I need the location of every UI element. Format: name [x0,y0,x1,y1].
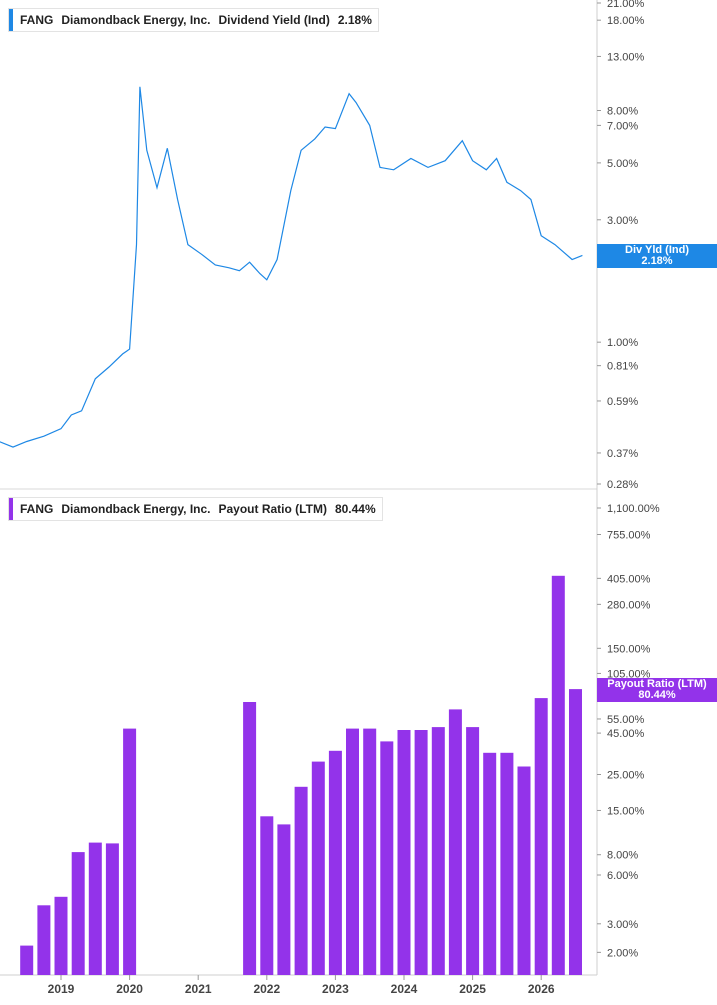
payout-ratio-bar [414,730,428,975]
bottom-legend-metric: Payout Ratio (LTM) [218,502,327,516]
bottom-tag-value: 80.44% [638,689,676,701]
top-y-tick-label: 21.00% [607,0,645,10]
bottom-y-tick-label: 280.00% [607,599,651,611]
x-tick-label: 2026 [528,982,555,996]
payout-ratio-bar [466,727,480,975]
bottom-y-tick-label: 55.00% [607,714,645,726]
bottom-y-tick-label: 6.00% [607,870,638,882]
payout-ratio-bar [448,709,462,975]
top-tag-value: 2.18% [641,255,673,267]
top-y-tick-label: 0.81% [607,361,638,373]
payout-ratio-bar [123,728,137,975]
top-y-tick-label: 18.00% [607,15,645,27]
bottom-tag-label: Payout Ratio (LTM) [607,678,707,690]
payout-ratio-bar [88,842,102,975]
x-tick-label: 2019 [48,982,75,996]
x-tick-label: 2021 [185,982,212,996]
payout-ratio-bar [363,728,377,975]
bottom-legend: FANG Diamondback Energy, Inc. Payout Rat… [8,497,383,521]
bottom-legend-ticker: FANG [20,502,54,516]
payout-ratio-bar [431,727,445,975]
top-y-tick-label: 3.00% [607,215,638,227]
payout-ratio-bar [71,852,85,975]
payout-ratio-bar [328,750,342,975]
bottom-y-tick-label: 755.00% [607,530,651,542]
top-y-tick-label: 0.37% [607,448,638,460]
bottom-y-tick-label: 8.00% [607,850,638,862]
bottom-y-tick-label: 25.00% [607,769,645,781]
bottom-y-tick-label: 405.00% [607,573,651,585]
top-y-tick-label: 13.00% [607,51,645,63]
bottom-legend-value: 80.44% [334,502,376,516]
payout-ratio-bar [569,689,582,975]
payout-ratio-bar [20,945,34,975]
x-tick-label: 2024 [391,982,418,996]
x-tick-label: 2020 [116,982,143,996]
bottom-legend-company: Diamondback Energy, Inc. [61,502,211,516]
top-legend: FANG Diamondback Energy, Inc. Dividend Y… [8,8,379,32]
top-y-tick-label: 0.59% [607,396,638,408]
x-tick-label: 2025 [459,982,486,996]
top-tag-label: Div Yld (Ind) [625,244,689,256]
x-tick-label: 2022 [253,982,280,996]
bottom-y-tick-label: 45.00% [607,728,645,740]
payout-ratio-bar [380,741,394,975]
bottom-y-tick-label: 2.00% [607,947,638,959]
payout-ratio-bar [517,766,531,975]
top-y-tick-label: 5.00% [607,158,638,170]
payout-ratio-bar [277,824,291,975]
payout-ratio-bar [346,728,359,975]
payout-ratio-bar [551,575,565,975]
payout-ratio-bar [311,761,325,975]
top-y-tick-label: 1.00% [607,337,638,349]
bottom-y-tick-label: 1,100.00% [607,503,660,515]
top-legend-swatch [9,9,13,31]
payout-ratio-bar [105,843,119,975]
payout-ratio-bar [294,786,308,975]
bottom-y-tick-label: 15.00% [607,805,645,817]
bottom-legend-swatch [9,498,13,520]
top-y-tick-label: 7.00% [607,120,638,132]
x-tick-label: 2023 [322,982,349,996]
payout-ratio-bar [534,698,548,975]
payout-ratio-bar [500,752,514,975]
payout-ratio-bar [37,905,51,975]
top-legend-company: Diamondback Energy, Inc. [61,13,211,27]
top-legend-ticker: FANG [20,13,54,27]
payout-ratio-bar [260,816,274,975]
top-legend-value: 2.18% [337,13,372,27]
bottom-y-tick-label: 105.00% [607,668,651,680]
top-legend-metric: Dividend Yield (Ind) [218,13,330,27]
bottom-value-tag: Payout Ratio (LTM) 80.44% [597,678,717,702]
bottom-y-tick-label: 3.00% [607,919,638,931]
top-value-tag: Div Yld (Ind) 2.18% [597,244,717,268]
payout-ratio-bar [397,730,411,975]
payout-ratio-bar [243,702,257,975]
bottom-y-tick-label: 150.00% [607,643,651,655]
top-y-tick-label: 0.28% [607,479,638,491]
dividend-yield-line [0,86,583,448]
payout-ratio-bar [483,752,497,975]
payout-ratio-bar [54,896,68,975]
top-y-tick-label: 8.00% [607,106,638,118]
